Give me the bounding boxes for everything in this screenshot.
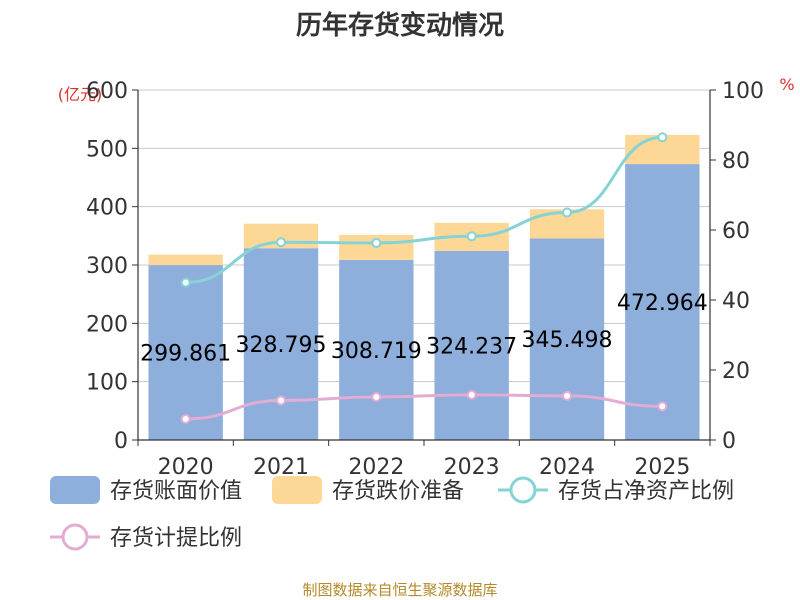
line-inventory-to-net-assets-point <box>371 237 382 248</box>
line-provision-ratio-point <box>371 391 382 402</box>
left-axis-tick-label: 0 <box>114 429 128 454</box>
legend-book-value-label: 存货账面价值 <box>110 479 242 504</box>
bar-series <box>148 134 700 440</box>
bar-value-label: 328.795 <box>236 333 327 358</box>
legend-net-assets-ratio-label: 存货占净资产比例 <box>558 479 734 504</box>
x-axis-tick-label: 2025 <box>634 455 690 480</box>
right-axis-tick-label: 40 <box>722 289 750 314</box>
line-inventory-to-net-assets <box>185 135 663 284</box>
bar-book-value <box>625 164 700 440</box>
line-provision-ratio-point <box>276 395 286 406</box>
bar-impairment-reserve <box>148 254 223 266</box>
bar-value-label: 472.964 <box>617 291 708 316</box>
legend-impairment-reserve-swatch <box>272 476 322 504</box>
data-labels: 299.861 328.795 308.719 324.237 345.498472.9… <box>140 291 708 366</box>
line-inventory-to-net-assets-point <box>276 237 286 248</box>
line-inventory-to-net-assets-point <box>466 231 477 242</box>
x-axis-tick-label: 2024 <box>539 455 595 480</box>
bar-book-value <box>243 248 319 440</box>
line-inventory-to-net-assets-point <box>180 277 191 288</box>
legend-provision-ratio-label: 存货计提比例 <box>110 526 242 551</box>
right-axis-tick-label: 80 <box>722 149 750 174</box>
line-provision-ratio-point <box>657 401 668 412</box>
line-provision-ratio-point <box>180 414 191 424</box>
bar-book-value <box>148 265 223 440</box>
right-axis-tick-label: 60 <box>722 219 750 244</box>
right-axis-tick-label: 20 <box>722 359 750 384</box>
left-axis-unit: (亿元) <box>58 85 103 104</box>
left-axis-tick-label: 300 <box>86 254 128 279</box>
axes: 0 100 200 300 400 500 600 0 20 40 60 80 100 2020 2021 2… <box>86 79 764 480</box>
chart-title: 历年存货变动情况 <box>296 10 504 41</box>
legend-net-assets-ratio-marker <box>509 476 537 504</box>
bar-value-label: 345.498 <box>522 328 613 353</box>
bar-book-value <box>339 259 414 440</box>
left-axis-tick-label: 200 <box>86 312 128 337</box>
left-axis-tick-label: 100 <box>86 371 128 396</box>
left-axis-tick-label: 600 <box>86 79 128 104</box>
legend-impairment-reserve-label: 存货跌价准备 <box>332 479 464 504</box>
right-axis-unit: % <box>779 75 794 94</box>
grid-lines <box>138 89 710 383</box>
bar-value-label: 324.237 <box>426 334 517 359</box>
bar-book-value <box>529 238 605 440</box>
line-inventory-to-net-assets-point <box>657 132 668 143</box>
bar-value-label: 308.719 <box>331 339 422 364</box>
right-axis-tick-label: 0 <box>722 429 736 454</box>
right-axis-tick-label: 100 <box>722 79 764 104</box>
bar-book-value <box>434 250 509 440</box>
left-axis-tick-label: 400 <box>86 196 128 221</box>
x-axis-tick-label: 2020 <box>158 455 214 480</box>
line-provision-ratio-point <box>466 389 477 400</box>
left-axis-tick-label: 500 <box>86 137 128 162</box>
line-inventory-to-net-assets-point <box>562 207 572 218</box>
line-series <box>180 132 668 424</box>
line-provision-ratio-point <box>562 390 572 401</box>
x-axis-tick-label: 2021 <box>253 455 309 480</box>
bar-value-label: 299.861 <box>140 342 231 367</box>
line-provision-ratio <box>185 393 663 421</box>
legend-book-value-swatch <box>50 476 100 504</box>
x-axis-tick-label: 2022 <box>348 455 404 480</box>
source-note: 制图数据来自恒生聚源数据库 <box>302 581 497 599</box>
x-axis-tick-label: 2023 <box>444 455 500 480</box>
legend-provision-ratio-marker <box>61 523 89 551</box>
